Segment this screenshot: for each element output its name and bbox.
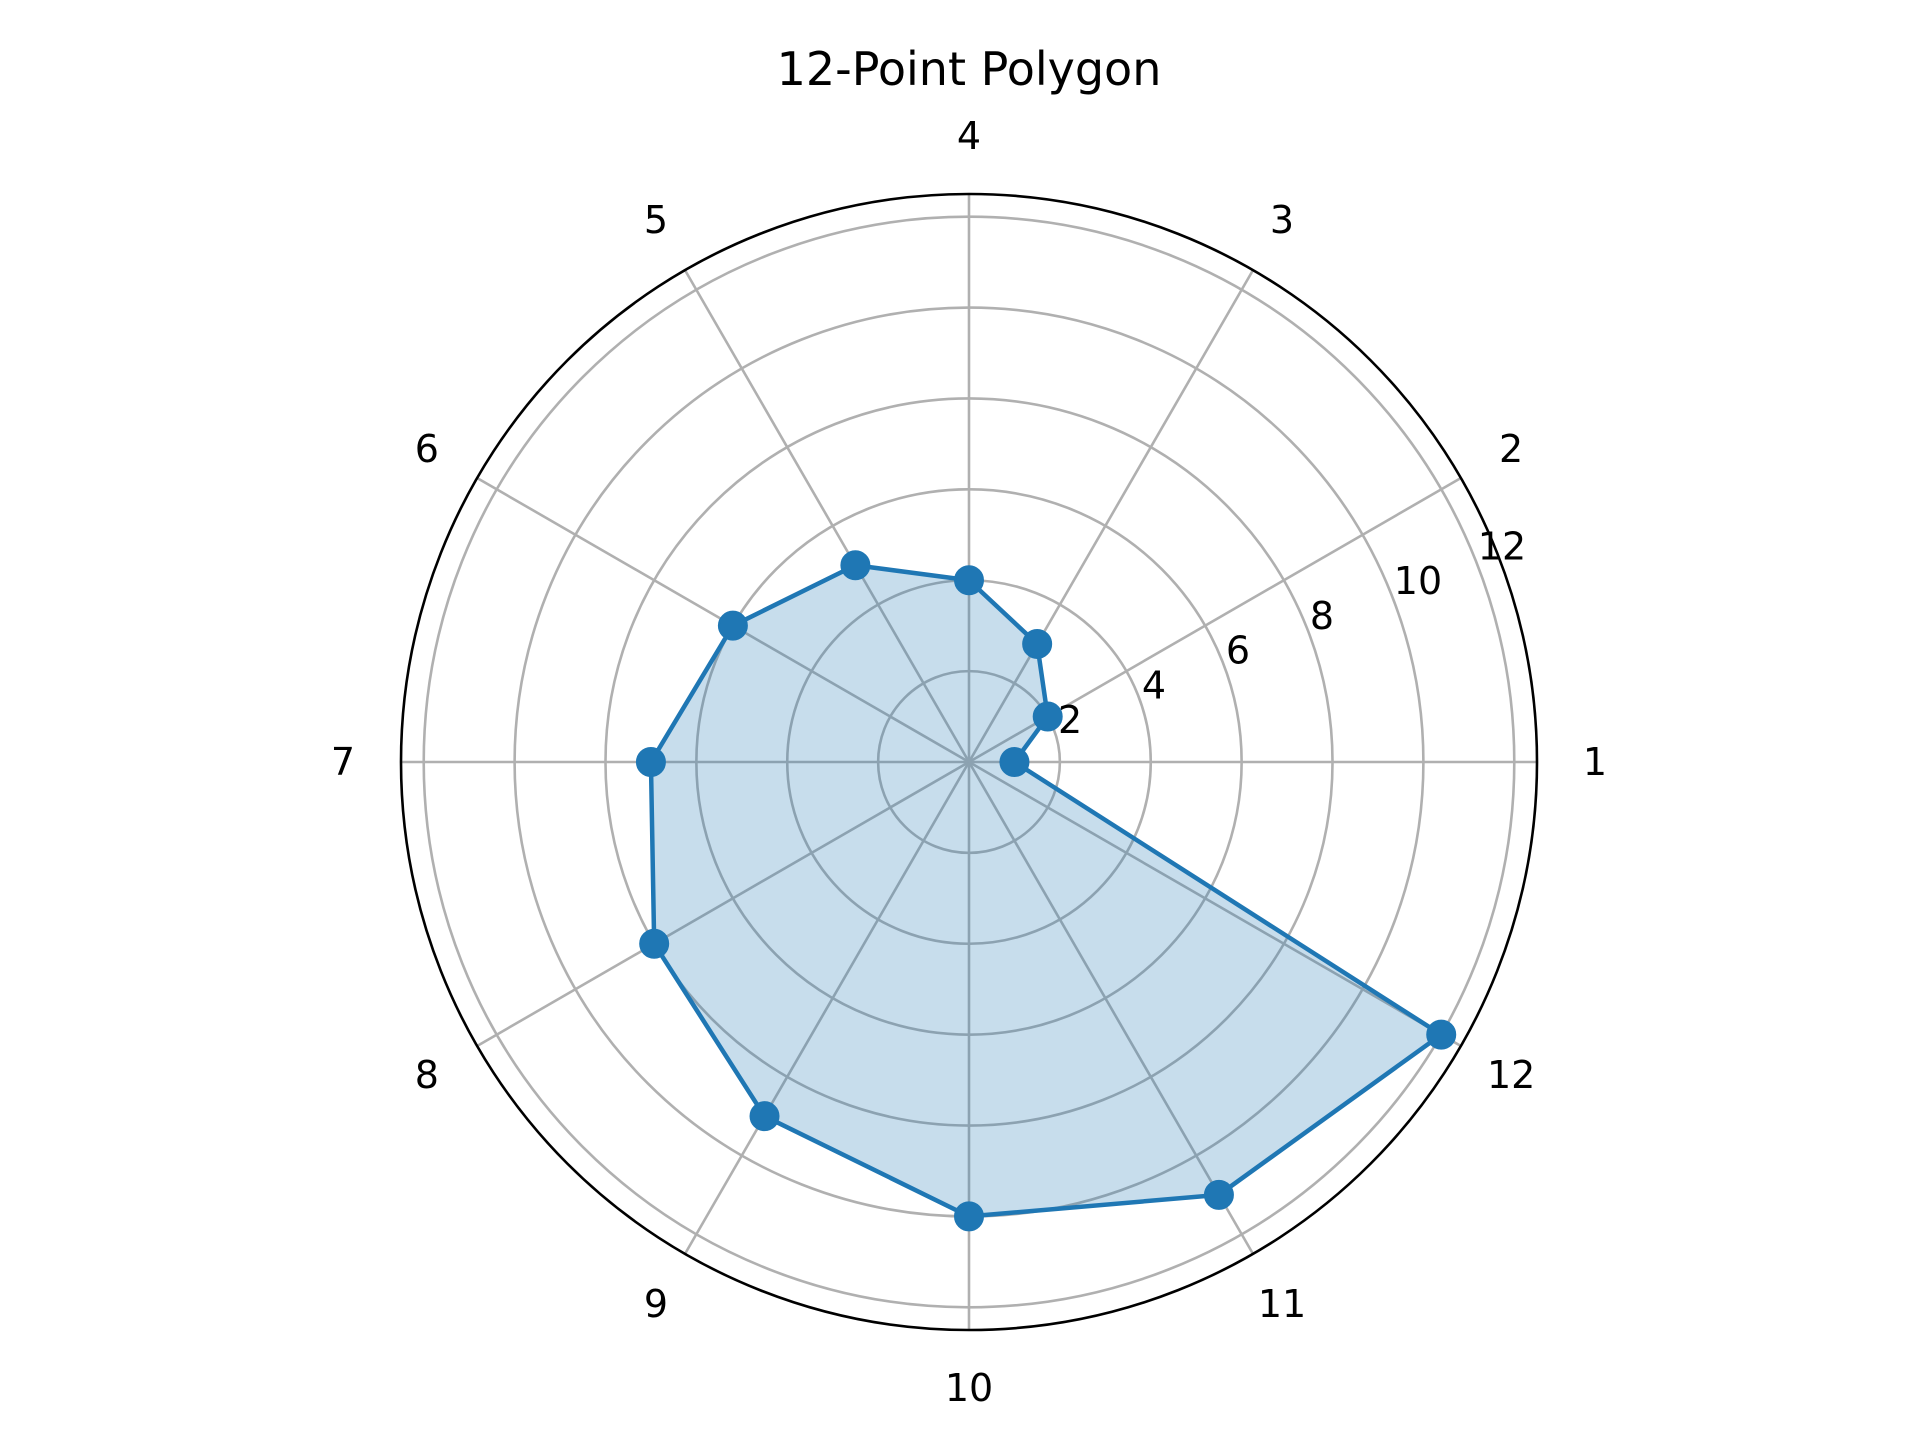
angular-gridline: [967, 269, 1255, 763]
angular-gridline: [476, 760, 970, 1048]
data-point: [1032, 701, 1063, 732]
series-layer: [635, 550, 1457, 1232]
data-point: [639, 928, 670, 959]
radial-tick-label: 8: [1310, 594, 1334, 638]
data-point: [749, 1101, 780, 1132]
data-point: [954, 1201, 984, 1232]
angular-tick-label: 11: [1258, 1282, 1306, 1326]
angular-gridline: [683, 269, 971, 763]
chart-title: 12-Point Polygon: [777, 42, 1162, 96]
data-point: [635, 747, 666, 777]
angular-tick-label: 7: [331, 740, 355, 784]
data-point: [717, 610, 748, 641]
data-point: [999, 747, 1030, 777]
angular-tick-label: 9: [644, 1282, 668, 1326]
radial-tick-label: 4: [1142, 663, 1166, 707]
angular-gridline: [683, 761, 971, 1255]
angular-tick-label: 4: [957, 114, 981, 158]
angular-tick-label: 5: [644, 198, 668, 242]
angular-tick-label: 10: [945, 1366, 993, 1410]
data-point: [954, 565, 984, 596]
angular-tick-label: 1: [1583, 740, 1607, 784]
data-point: [840, 550, 871, 581]
angular-gridline: [967, 761, 1255, 1255]
angular-gridline: [968, 760, 1462, 1048]
data-point: [1022, 628, 1053, 659]
polar-frame: [399, 192, 1539, 1332]
radial-tick-label: 10: [1394, 559, 1442, 603]
angular-tick-label: 8: [415, 1053, 439, 1097]
angular-tick-label: 2: [1499, 427, 1523, 471]
angular-tick-label: 3: [1270, 198, 1294, 242]
data-point: [1426, 1019, 1457, 1050]
radial-tick-label: 12: [1478, 524, 1526, 568]
data-point: [1203, 1179, 1234, 1210]
series-area: [650, 565, 1442, 1217]
angular-tick-label: 12: [1487, 1053, 1535, 1097]
radial-tick-label: 2: [1058, 698, 1082, 742]
angular-tick-label: 6: [415, 427, 439, 471]
radial-tick-label: 6: [1226, 629, 1250, 673]
